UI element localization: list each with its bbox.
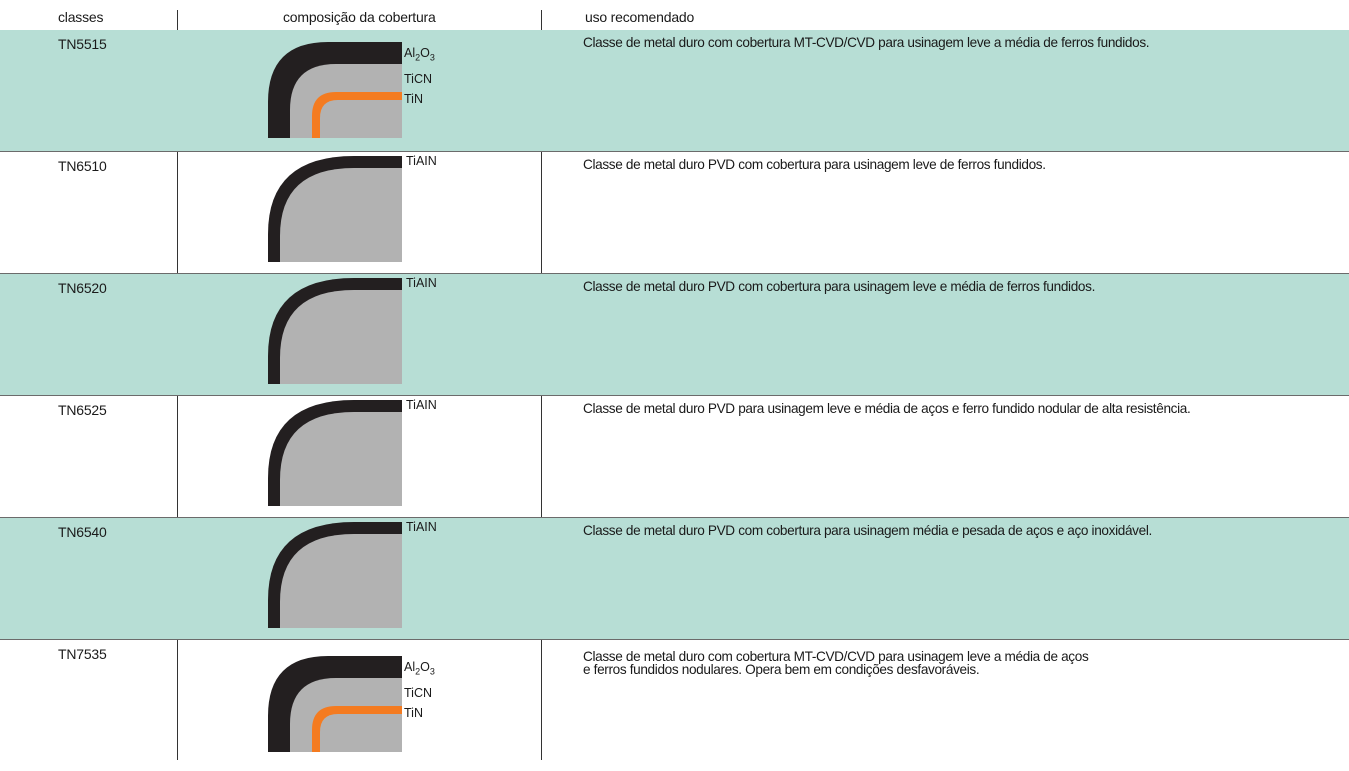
- header-use: uso recomendado: [585, 9, 695, 25]
- row-divider: [0, 151, 1349, 152]
- layer-label-tiain: TiAIN: [406, 520, 437, 534]
- recommended-use: Classe de metal duro PVD com cobertura p…: [583, 279, 1096, 294]
- class-code: TN6520: [58, 280, 107, 296]
- substrate: [280, 168, 402, 262]
- table-row: TN5515 Al2O3 TiCN TiN Classe de metal du…: [0, 30, 1349, 152]
- row-divider: [0, 517, 1349, 518]
- recommended-use: Classe de metal duro com cobertura MT-CV…: [583, 649, 1089, 677]
- layer-label-ticn: TiCN: [404, 72, 433, 86]
- layer-label-tiain: TiAIN: [406, 154, 437, 168]
- coating-diagram-single: TiAIN: [268, 398, 468, 510]
- coating-diagram-single: TiAIN: [268, 520, 468, 632]
- layer-label-al2o3: Al2O3: [404, 46, 435, 63]
- coating-diagram-single: TiAIN: [268, 154, 468, 266]
- substrate: [320, 714, 402, 752]
- substrate: [280, 534, 402, 628]
- class-code: TN5515: [58, 36, 107, 52]
- coating-diagram-multilayer: Al2O3 TiCN TiN: [268, 656, 468, 766]
- header-composition: composição da cobertura: [283, 9, 436, 25]
- layer-label-tin: TiN: [404, 92, 423, 106]
- layer-label-tin: TiN: [404, 706, 423, 720]
- class-code: TN6525: [58, 402, 107, 418]
- row-divider: [0, 273, 1349, 274]
- table-row: TN6525 TiAIN Classe de metal duro PVD pa…: [0, 396, 1349, 518]
- recommended-use: Classe de metal duro com cobertura MT-CV…: [583, 35, 1150, 50]
- table-row: TN6520 TiAIN Classe de metal duro PVD co…: [0, 274, 1349, 396]
- substrate: [280, 290, 402, 384]
- recommended-use: Classe de metal duro PVD com cobertura p…: [583, 157, 1046, 172]
- header-classes: classes: [58, 9, 104, 25]
- recommended-use: Classe de metal duro PVD com cobertura p…: [583, 523, 1152, 538]
- table-header: classes composição da cobertura uso reco…: [0, 0, 1349, 30]
- class-code: TN6510: [58, 158, 107, 174]
- recommended-use: Classe de metal duro PVD para usinagem l…: [583, 401, 1191, 416]
- row-divider: [0, 639, 1349, 640]
- class-code: TN6540: [58, 524, 107, 540]
- layer-label-al2o3: Al2O3: [404, 660, 435, 677]
- class-code: TN7535: [58, 646, 107, 662]
- table-row: TN6540 TiAIN Classe de metal duro PVD co…: [0, 518, 1349, 640]
- row-divider: [0, 395, 1349, 396]
- layer-label-tiain: TiAIN: [406, 276, 437, 290]
- layer-label-tiain: TiAIN: [406, 398, 437, 412]
- coating-diagram-single: TiAIN: [268, 276, 468, 388]
- substrate: [280, 412, 402, 506]
- table-row: TN6510 TiAIN Classe de metal duro PVD co…: [0, 152, 1349, 274]
- coating-diagram-multilayer: Al2O3 TiCN TiN: [268, 42, 468, 152]
- substrate: [320, 100, 402, 138]
- layer-label-ticn: TiCN: [404, 686, 433, 700]
- table-row: TN7535 Al2O3 TiCN TiN Classe de metal du…: [0, 640, 1349, 758]
